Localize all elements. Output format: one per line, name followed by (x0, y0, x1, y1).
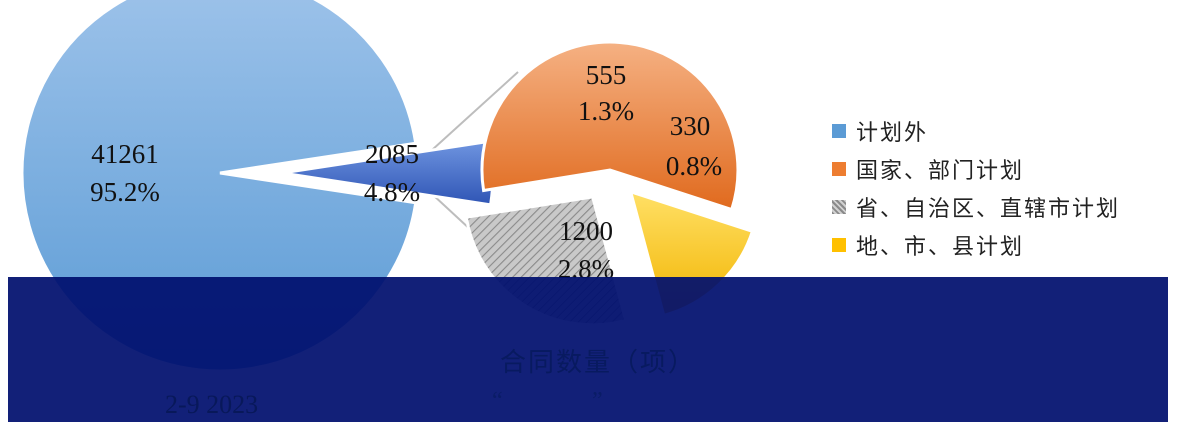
legend-swatch-gray (832, 200, 846, 214)
open-quote: “ (492, 388, 503, 414)
percent-label-outside-plan: 95.2% (90, 177, 160, 207)
percent-label-local-plan: 0.8% (666, 151, 722, 181)
legend: 计划外 国家、部门计划 省、自治区、直辖市计划 地、市、县计划 (832, 112, 1120, 264)
pie-slice-national-plan (480, 40, 740, 212)
legend-item-local-plan: 地、市、县计划 (832, 226, 1120, 264)
value-label-national-plan: 1200 (559, 216, 613, 246)
percent-label-provincial-plan: 1.3% (578, 96, 634, 126)
overlay-band (8, 277, 1168, 422)
legend-item-outside-plan: 计划外 (832, 112, 1120, 150)
value-label-provincial-plan: 555 (586, 60, 627, 90)
value-label-in-plan: 2085 (365, 139, 419, 169)
value-label-local-plan: 330 (670, 111, 711, 141)
legend-item-national-plan: 国家、部门计划 (832, 150, 1120, 188)
percent-label-in-plan: 4.8% (364, 177, 420, 207)
legend-label: 地、市、县计划 (856, 235, 1025, 260)
figure-number: 2-9 2023 (165, 390, 259, 419)
close-quote: ” (592, 388, 603, 414)
chart-caption: 合同数量（项） (500, 348, 697, 378)
legend-label: 省、自治区、直辖市计划 (856, 197, 1121, 222)
value-label-outside-plan: 41261 (91, 139, 159, 169)
legend-label: 国家、部门计划 (856, 159, 1025, 184)
legend-swatch-yellow (832, 238, 846, 252)
connector-line-1 (431, 71, 519, 151)
legend-swatch-blue (832, 124, 846, 138)
legend-label: 计划外 (856, 121, 929, 146)
legend-item-provincial-plan: 省、自治区、直辖市计划 (832, 188, 1120, 226)
legend-swatch-orange (832, 162, 846, 176)
